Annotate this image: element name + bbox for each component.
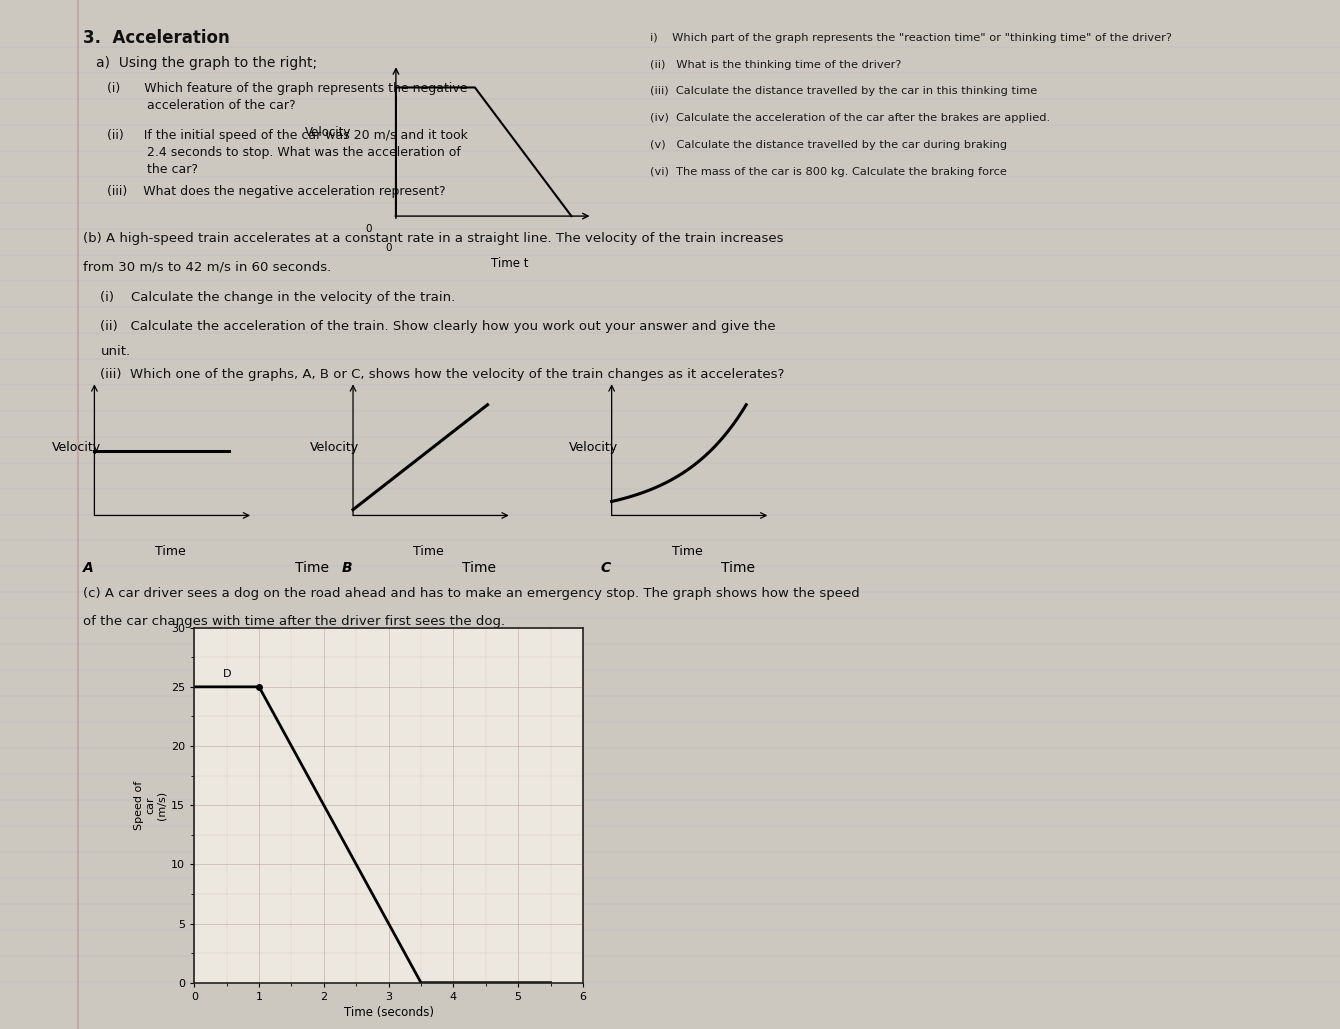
X-axis label: Time (seconds): Time (seconds) [343,1006,434,1019]
Text: (i)    Calculate the change in the velocity of the train.: (i) Calculate the change in the velocity… [100,291,456,305]
Text: B: B [342,561,352,575]
Text: (ii)     If the initial speed of the car was 20 m/s and it took
          2.4 se: (ii) If the initial speed of the car was… [107,129,468,176]
Text: (i)      Which feature of the graph represents the negative
          accelerati: (i) Which feature of the graph represent… [107,82,468,112]
Text: 3.  Acceleration: 3. Acceleration [83,29,230,46]
Text: Time: Time [414,544,444,558]
Text: Velocity: Velocity [52,440,100,454]
Text: (iii)    What does the negative acceleration represent?: (iii) What does the negative acceleratio… [107,185,446,199]
Text: 0: 0 [386,243,391,253]
Text: C: C [600,561,611,575]
Text: i)    Which part of the graph represents the "reaction time" or "thinking time" : i) Which part of the graph represents th… [650,33,1171,43]
Text: (v)   Calculate the distance travelled by the car during braking: (v) Calculate the distance travelled by … [650,140,1008,150]
Text: Time t: Time t [492,257,529,270]
Text: Time: Time [295,561,328,575]
Text: from 30 m/s to 42 m/s in 60 seconds.: from 30 m/s to 42 m/s in 60 seconds. [83,260,331,274]
Text: D: D [222,670,230,679]
Text: (iv)  Calculate the acceleration of the car after the brakes are applied.: (iv) Calculate the acceleration of the c… [650,113,1051,123]
Text: of the car changes with time after the driver first sees the dog.: of the car changes with time after the d… [83,615,505,629]
Text: Time: Time [673,544,702,558]
Text: Velocity: Velocity [311,440,359,454]
Text: (ii)   Calculate the acceleration of the train. Show clearly how you work out yo: (ii) Calculate the acceleration of the t… [100,320,776,333]
Y-axis label: Speed of
car
(m/s): Speed of car (m/s) [134,781,168,829]
Text: Time: Time [155,544,185,558]
Text: (c) A car driver sees a dog on the road ahead and has to make an emergency stop.: (c) A car driver sees a dog on the road … [83,587,860,600]
Text: Velocity: Velocity [570,440,618,454]
Text: (vi)  The mass of the car is 800 kg. Calculate the braking force: (vi) The mass of the car is 800 kg. Calc… [650,167,1006,177]
Text: 0: 0 [366,223,373,234]
Text: Time: Time [721,561,754,575]
Text: Velocity: Velocity [304,126,351,139]
Text: Time: Time [462,561,496,575]
Text: A: A [83,561,94,575]
Text: (iii)  Which one of the graphs, A, B or C, shows how the velocity of the train c: (iii) Which one of the graphs, A, B or C… [100,368,785,382]
Text: a)  Using the graph to the right;: a) Using the graph to the right; [96,56,318,70]
Text: (b) A high-speed train accelerates at a constant rate in a straight line. The ve: (b) A high-speed train accelerates at a … [83,232,784,245]
Text: (iii)  Calculate the distance travelled by the car in this thinking time: (iii) Calculate the distance travelled b… [650,86,1037,97]
Text: (ii)   What is the thinking time of the driver?: (ii) What is the thinking time of the dr… [650,60,902,70]
Text: unit.: unit. [100,345,130,358]
